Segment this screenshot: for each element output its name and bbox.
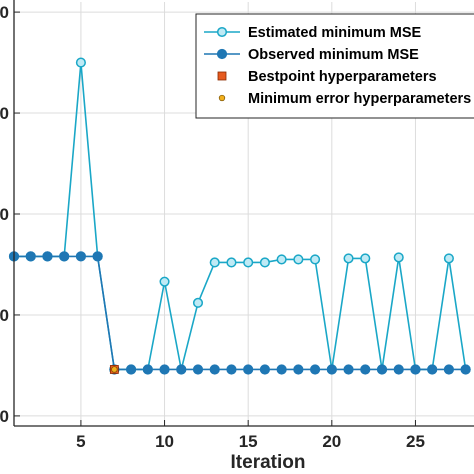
observed-minimum-mse-point-18 [309,364,321,375]
observed-minimum-mse-point-24 [410,364,421,375]
legend-symbol-1 [216,48,228,60]
x-tick-label-0: 5 [76,432,85,451]
y-tick-label-4: 0 [0,3,9,22]
y-tick-label-0: 0 [0,407,9,426]
estimated-minimum-mse-point-4 [75,57,86,68]
observed-minimum-mse-point-4 [75,251,87,262]
legend-symbol-3 [218,94,226,102]
legend-symbol-0 [216,26,228,38]
legend-label-2: Bestpoint hyperparameters [248,69,437,85]
legend-label-1: Observed minimum MSE [248,47,419,63]
observed-minimum-mse-point-22 [376,364,388,375]
estimated-minimum-mse-point-9 [159,276,170,287]
observed-minimum-mse-point-19 [326,364,337,375]
observed-minimum-mse-point-23 [393,364,404,375]
estimated-minimum-mse-point-14 [243,257,254,268]
marker-group [8,57,471,375]
observed-minimum-mse-point-27 [460,364,471,375]
y-tick-label-3: 0 [0,104,9,123]
estimated-minimum-mse-line [14,62,467,371]
axes-frame [13,0,474,427]
estimated-minimum-mse-point-16 [276,254,287,265]
estimated-minimum-mse-point-17 [293,254,304,265]
legend-label-3: Minimum error hyperparameters [248,91,471,107]
legend: Estimated minimum MSE Observed minimum MS… [195,13,474,119]
observed-minimum-mse-point-14 [243,364,254,375]
x-tick-label-2: 15 [239,432,258,451]
observed-minimum-mse-point-7 [125,364,137,375]
observed-minimum-mse-point-16 [276,364,287,375]
observed-minimum-mse-point-3 [59,251,70,262]
observed-minimum-mse-point-8 [142,364,153,375]
y-tick-label-2: 0 [0,205,9,224]
observed-minimum-mse-point-15 [259,364,271,375]
estimated-minimum-mse-point-15 [259,257,270,268]
estimated-minimum-mse-point-21 [360,253,371,264]
x-tick-label-1: 10 [155,432,174,451]
observed-minimum-mse-point-12 [209,364,220,375]
legend-box [195,13,474,119]
estimated-minimum-mse-point-26 [443,253,454,264]
x-tick-label-3: 20 [322,432,341,451]
y-tick-label-1: 0 [0,306,9,325]
observed-minimum-mse-point-20 [343,364,354,375]
observed-minimum-mse-point-10 [176,364,187,375]
observed-minimum-mse-point-17 [293,364,304,375]
x-tick-label-4: 25 [406,432,425,451]
observed-minimum-mse-point-26 [443,364,455,375]
observed-minimum-mse-point-9 [159,364,170,375]
x-axis-label: Iteration [231,452,306,473]
observed-minimum-mse-point-25 [427,364,438,375]
observed-minimum-mse-point-5 [92,251,103,262]
estimated-minimum-mse-point-23 [393,252,404,263]
legend-symbol-2 [217,71,227,81]
observed-minimum-mse-point-11 [192,364,204,375]
estimated-minimum-mse-point-18 [310,254,321,265]
observed-minimum-mse-point-2 [42,251,53,262]
estimated-minimum-mse-point-20 [343,253,354,264]
series-group [14,62,467,371]
observed-minimum-mse-point-13 [226,364,237,375]
estimated-minimum-mse-point-12 [209,257,220,268]
observed-minimum-mse-line [14,255,466,371]
minimum-error-hyperparameters-point-0 [111,366,118,373]
observed-minimum-mse-point-1 [25,251,36,262]
observed-minimum-mse-point-21 [360,364,371,375]
estimated-minimum-mse-point-13 [226,257,237,268]
estimated-minimum-mse-point-11 [192,297,204,308]
legend-label-0: Estimated minimum MSE [248,25,422,41]
axis-ticks: 5 10 15 20 25 0 0 0 0 0 [0,3,425,451]
